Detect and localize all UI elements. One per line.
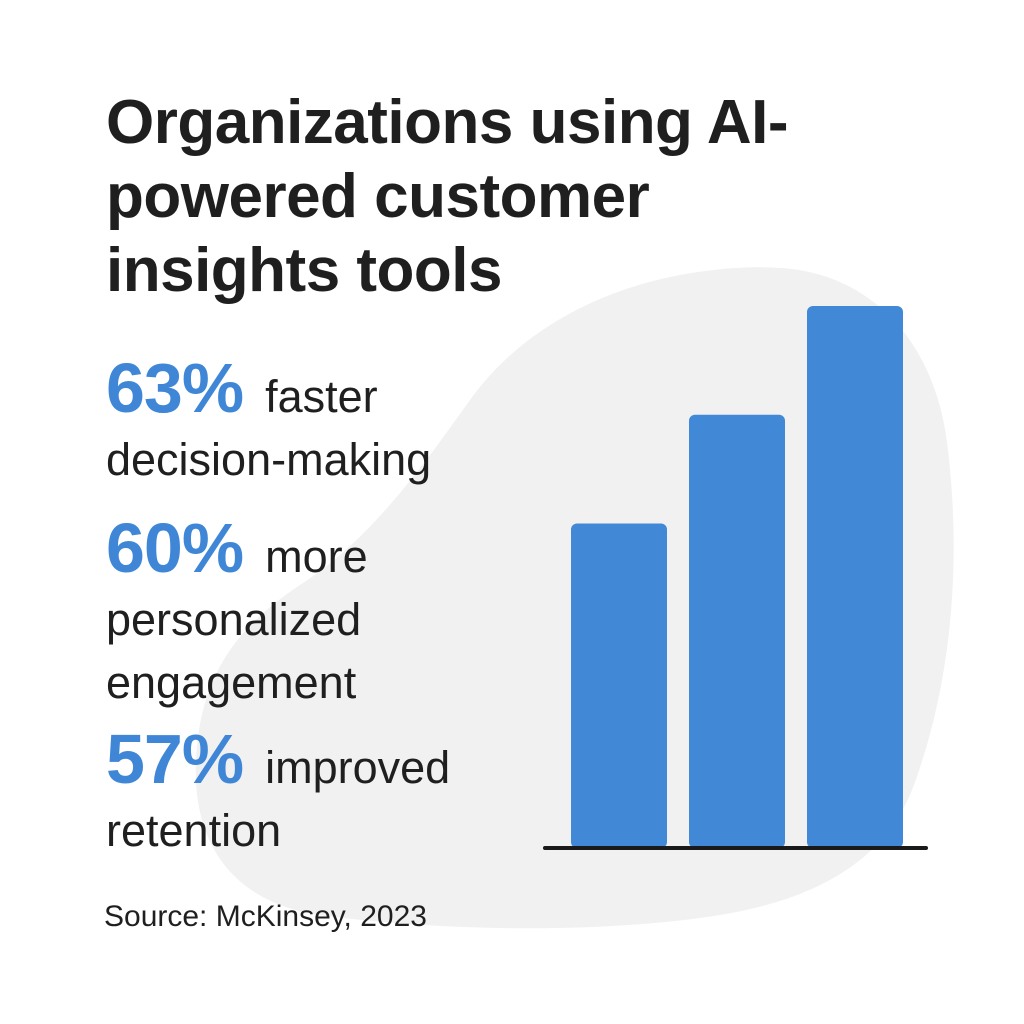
stat-label: improved retention: [106, 742, 451, 856]
stat-personalized-engagement: 60% more personalized engagement: [106, 513, 436, 714]
stat-faster-decision-making: 63% faster decision-making: [106, 353, 526, 491]
page-title: Organizations using AI-powered customer …: [106, 88, 789, 305]
source-citation: Source: McKinsey, 2023: [104, 900, 427, 933]
stat-value: 60%: [106, 509, 244, 587]
bar-3: [807, 306, 903, 848]
stat-label: faster decision-making: [106, 371, 432, 485]
stat-improved-retention: 57% improved retention: [106, 724, 546, 862]
stat-label: more personalized engagement: [106, 531, 368, 708]
stat-value: 57%: [106, 720, 244, 798]
bar-1: [571, 523, 667, 848]
stat-value: 63%: [106, 349, 244, 427]
bar-2: [689, 414, 785, 848]
